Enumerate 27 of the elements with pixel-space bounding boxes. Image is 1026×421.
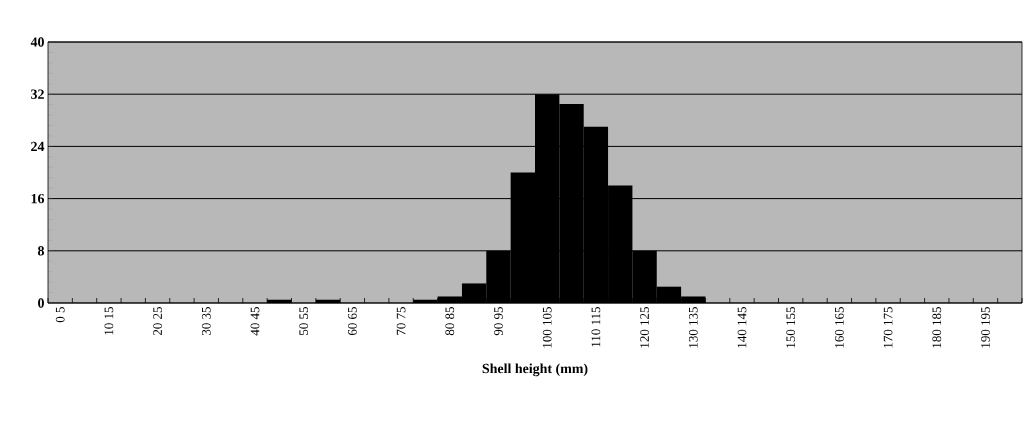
x-tick-label: 0 5 <box>55 307 65 323</box>
x-tick-label: 100 105 <box>542 307 552 348</box>
x-tick-label: 40 45 <box>250 307 260 336</box>
x-tick-label: 90 95 <box>494 307 503 336</box>
y-tick-label: 16 <box>31 193 45 204</box>
x-tick-label: 20 25 <box>153 307 162 336</box>
x-tick-label: 10 15 <box>104 307 114 335</box>
x-tick-label: 130 135 <box>688 307 698 348</box>
x-tick-label: 180 185 <box>932 307 942 348</box>
y-tick-label: 40 <box>30 37 44 47</box>
x-tick-label: 110 115 <box>591 307 601 347</box>
x-tick-label: 60 65 <box>348 307 357 336</box>
x-tick-label: 150 155 <box>786 307 796 348</box>
x-tick-label: 190 195 <box>981 307 990 348</box>
x-tick-label: 160 165 <box>835 307 844 348</box>
x-tick-label: 70 75 <box>396 307 406 335</box>
x-tick-label: 170 175 <box>883 307 893 348</box>
x-tick-label: 80 85 <box>445 307 455 336</box>
x-tick-label: 50 55 <box>299 307 309 335</box>
y-tick-label: 32 <box>31 89 44 99</box>
y-tick-label: 0 <box>38 298 44 308</box>
x-tick-label: 140 145 <box>737 307 747 348</box>
y-tick-label: 8 <box>37 246 45 256</box>
x-tick-label: 30 35 <box>201 307 211 336</box>
x-tick-label: 120 125 <box>640 307 649 348</box>
x-axis-title: Shell height (mm) <box>482 363 588 377</box>
y-tick-label: 24 <box>31 141 45 152</box>
